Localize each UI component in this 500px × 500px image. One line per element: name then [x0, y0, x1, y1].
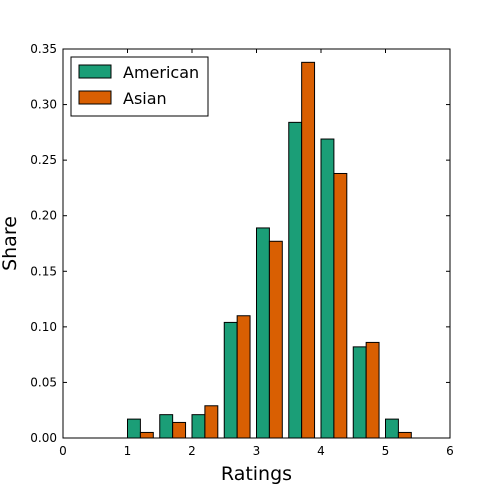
bar-asian-5: [301, 61, 316, 439]
bar-american-6: [320, 138, 335, 439]
legend-label-american: American: [123, 63, 199, 82]
x-tick-label-5: 5: [382, 444, 390, 458]
y-tick-label-0: 0.00: [30, 431, 57, 445]
bar-asian-4: [268, 240, 283, 439]
bar-asian-0: [139, 431, 154, 439]
y-tick-label-5: 0.25: [30, 153, 57, 167]
bar-american-4: [256, 227, 270, 439]
bar-asian-6: [333, 172, 348, 439]
legend-label-asian: Asian: [123, 89, 167, 108]
y-tick-label-2: 0.10: [30, 320, 57, 334]
y-tick-label-1: 0.05: [30, 375, 57, 389]
y-tick-label-6: 0.30: [30, 98, 57, 112]
bar-asian-7: [365, 341, 380, 439]
y-axis-label: Share: [0, 216, 21, 271]
ticks-group: 0 1 2 3 4 5 6 0.00 0.05 0.10 0.15 0.20 0.25 0.30 0.35: [30, 42, 454, 458]
y-tick-label-3: 0.15: [30, 264, 57, 278]
bar-american-8: [385, 418, 399, 439]
legend-swatch-american: [78, 64, 112, 79]
bar-asian-8: [397, 431, 412, 439]
bars-group: [127, 61, 412, 439]
bar-american-0: [127, 418, 141, 439]
x-tick-label-3: 3: [253, 444, 261, 458]
x-tick-label-4: 4: [317, 444, 325, 458]
legend-swatch-asian: [78, 90, 112, 105]
bar-asian-2: [204, 405, 219, 439]
x-tick-label-0: 0: [59, 444, 67, 458]
bar-american-1: [159, 414, 174, 439]
bar-american-2: [191, 414, 206, 439]
y-tick-label-4: 0.20: [30, 209, 57, 223]
x-tick-label-2: 2: [188, 444, 196, 458]
x-axis-label: Ratings: [221, 463, 292, 485]
bar-asian-1: [172, 421, 187, 439]
legend: American Asian: [70, 56, 209, 117]
bar-american-5: [288, 121, 303, 439]
bar-american-3: [223, 321, 238, 439]
x-tick-label-1: 1: [124, 444, 132, 458]
bar-american-7: [352, 346, 367, 439]
y-tick-label-7: 0.35: [30, 42, 57, 56]
x-tick-label-6: 6: [446, 444, 454, 458]
bar-asian-3: [236, 315, 251, 439]
